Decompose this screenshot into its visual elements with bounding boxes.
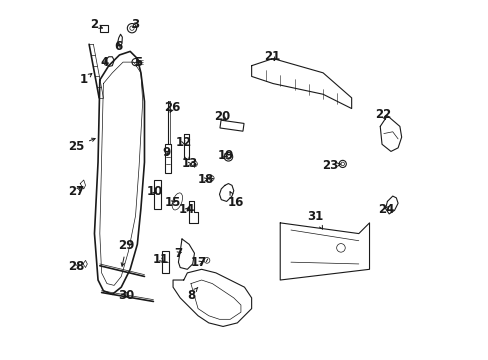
Text: 10: 10 (146, 185, 163, 198)
Text: 22: 22 (374, 108, 390, 121)
Text: 6: 6 (114, 40, 122, 53)
Text: 16: 16 (227, 192, 243, 209)
Text: 14: 14 (179, 203, 195, 216)
Text: 3: 3 (131, 18, 140, 31)
Text: 13: 13 (182, 157, 198, 170)
Text: 26: 26 (164, 102, 180, 114)
Text: 12: 12 (175, 136, 191, 149)
Text: 4: 4 (100, 56, 108, 69)
Text: 19: 19 (217, 149, 234, 162)
Text: 5: 5 (134, 56, 142, 69)
Text: 7: 7 (174, 247, 182, 260)
Text: 1: 1 (80, 73, 92, 86)
Text: 18: 18 (197, 173, 214, 186)
Text: 25: 25 (67, 138, 95, 153)
Text: 2: 2 (90, 18, 102, 31)
Text: 29: 29 (118, 239, 135, 266)
Text: 31: 31 (306, 210, 323, 229)
Text: 23: 23 (322, 159, 341, 172)
Text: 9: 9 (162, 146, 170, 159)
Text: 11: 11 (152, 253, 168, 266)
Text: 28: 28 (68, 260, 84, 273)
Text: 20: 20 (214, 110, 230, 123)
Text: 30: 30 (118, 288, 135, 302)
Text: 8: 8 (186, 287, 198, 302)
Text: 15: 15 (164, 195, 181, 209)
Text: 17: 17 (191, 256, 207, 269)
Text: 27: 27 (68, 185, 84, 198)
Text: 21: 21 (264, 50, 280, 63)
Text: 24: 24 (378, 203, 394, 216)
